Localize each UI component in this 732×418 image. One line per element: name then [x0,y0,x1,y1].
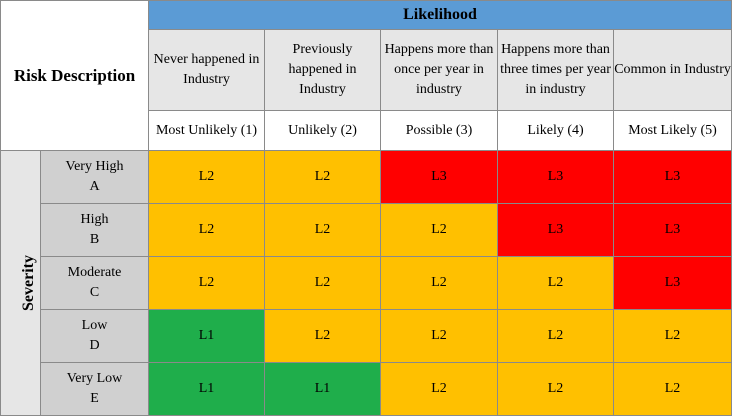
risk-cell: L2 [264,256,381,310]
severity-code: E [90,391,99,406]
risk-cell: L1 [264,362,381,416]
severity-row-label: Moderate C [40,256,149,310]
risk-cell: L1 [148,362,265,416]
likelihood-header: Likelihood [147,0,732,30]
likelihood-description-5: Common in Industry [612,29,732,111]
risk-cell: L2 [497,256,614,310]
severity-code: C [89,285,100,300]
severity-row-label: Low D [40,309,149,363]
risk-description-header: Risk Description [0,0,149,151]
risk-cell: L1 [148,309,265,363]
likelihood-description-2: Previously happened in Industry [264,29,381,111]
risk-cell: L3 [612,256,732,310]
risk-cell: L2 [380,256,498,310]
risk-cell: L3 [497,150,614,204]
likelihood-description-3: Happens more than once per year in indus… [380,29,498,111]
risk-cell: L2 [148,150,265,204]
risk-cell: L2 [264,203,381,257]
severity-name: Moderate [67,265,122,280]
severity-row-label: Very Low E [40,362,149,416]
severity-row-label: Very High A [40,150,149,204]
risk-cell: L3 [380,150,498,204]
likelihood-description-4: Happens more than three times per year i… [497,29,614,111]
severity-name: Low [81,318,108,333]
severity-code: B [89,232,100,247]
likelihood-description-1: Never happened in Industry [148,29,265,111]
risk-cell: L2 [148,256,265,310]
severity-row-label: High B [40,203,149,257]
severity-code: D [89,338,100,353]
risk-cell: L2 [148,203,265,257]
likelihood-rank-3: Possible (3) [380,110,498,151]
severity-header: Severity [0,150,41,416]
risk-cell: L2 [380,362,498,416]
risk-cell: L2 [612,362,732,416]
likelihood-rank-5: Most Likely (5) [612,110,732,151]
risk-cell: L2 [264,150,381,204]
severity-name: Very High [65,159,124,174]
risk-cell: L2 [380,309,498,363]
risk-cell: L3 [612,203,732,257]
likelihood-rank-2: Unlikely (2) [264,110,381,151]
likelihood-rank-1: Most Unlikely (1) [148,110,265,151]
risk-cell: L3 [612,150,732,204]
risk-cell: L2 [612,309,732,363]
risk-cell: L2 [264,309,381,363]
likelihood-rank-4: Likely (4) [497,110,614,151]
severity-name: Very Low [66,371,123,386]
risk-cell: L2 [380,203,498,257]
severity-name: High [80,212,109,227]
risk-cell: L2 [497,309,614,363]
severity-label: Severity [19,255,37,311]
risk-cell: L2 [497,362,614,416]
risk-cell: L3 [497,203,614,257]
severity-code: A [89,179,100,194]
